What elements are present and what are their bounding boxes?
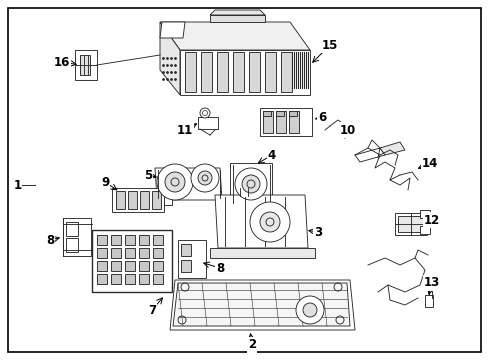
Bar: [125, 261, 135, 271]
Bar: [140, 191, 149, 209]
Circle shape: [157, 164, 193, 200]
Bar: [424, 295, 432, 307]
Bar: [75, 50, 97, 80]
Polygon shape: [173, 283, 349, 326]
Text: 3: 3: [313, 225, 322, 239]
Circle shape: [164, 172, 184, 192]
Text: 1: 1: [14, 179, 22, 192]
Bar: [116, 191, 125, 209]
Bar: [181, 260, 191, 272]
Circle shape: [260, 212, 280, 232]
Bar: [419, 226, 429, 234]
Text: 15: 15: [321, 39, 338, 51]
Text: 16: 16: [54, 55, 70, 68]
Bar: [178, 240, 205, 278]
Text: 8: 8: [215, 261, 224, 274]
Bar: [153, 261, 163, 271]
Circle shape: [303, 303, 316, 317]
Bar: [66, 238, 78, 252]
Bar: [153, 274, 163, 284]
Bar: [181, 244, 191, 256]
Text: 13: 13: [423, 276, 439, 289]
Bar: [92, 230, 172, 292]
Bar: [66, 222, 78, 236]
Bar: [260, 108, 311, 136]
Bar: [419, 210, 429, 218]
Bar: [97, 274, 107, 284]
Polygon shape: [170, 280, 354, 330]
Bar: [163, 193, 172, 205]
Polygon shape: [160, 22, 180, 95]
Polygon shape: [201, 52, 212, 92]
Bar: [152, 191, 161, 209]
Circle shape: [249, 202, 289, 242]
Polygon shape: [160, 22, 309, 50]
Bar: [112, 188, 163, 212]
Polygon shape: [217, 52, 227, 92]
Text: 14: 14: [421, 157, 437, 170]
Bar: [80, 55, 90, 75]
Polygon shape: [209, 248, 314, 258]
Polygon shape: [281, 52, 291, 92]
Text: 8: 8: [46, 234, 54, 247]
Polygon shape: [215, 195, 307, 248]
Bar: [153, 235, 163, 245]
Text: 2: 2: [247, 338, 256, 351]
Circle shape: [242, 175, 260, 193]
Bar: [394, 213, 426, 235]
Bar: [97, 235, 107, 245]
Bar: [139, 274, 149, 284]
Polygon shape: [264, 52, 275, 92]
Bar: [97, 261, 107, 271]
Polygon shape: [209, 10, 264, 15]
Text: 5: 5: [143, 168, 152, 181]
Bar: [139, 248, 149, 258]
Circle shape: [200, 108, 209, 118]
Polygon shape: [180, 50, 309, 95]
Text: 11: 11: [177, 123, 193, 136]
Polygon shape: [184, 52, 196, 92]
Bar: [125, 248, 135, 258]
Bar: [198, 117, 218, 129]
Bar: [92, 230, 172, 292]
Circle shape: [191, 164, 219, 192]
Bar: [139, 235, 149, 245]
Bar: [111, 261, 121, 271]
Text: 7: 7: [148, 303, 156, 316]
Polygon shape: [354, 148, 384, 162]
Bar: [288, 111, 296, 116]
Bar: [111, 274, 121, 284]
Bar: [153, 248, 163, 258]
Polygon shape: [232, 52, 244, 92]
Text: 4: 4: [267, 149, 276, 162]
Bar: [128, 191, 137, 209]
Bar: [275, 111, 285, 133]
Bar: [125, 235, 135, 245]
Bar: [263, 111, 270, 116]
Text: 10: 10: [339, 123, 355, 136]
Polygon shape: [248, 52, 260, 92]
Bar: [275, 111, 284, 116]
Polygon shape: [160, 22, 184, 38]
Polygon shape: [155, 168, 222, 200]
Polygon shape: [209, 15, 264, 22]
Circle shape: [295, 296, 324, 324]
Bar: [63, 218, 91, 256]
Bar: [397, 216, 423, 232]
Text: 9: 9: [101, 176, 109, 189]
Circle shape: [202, 111, 207, 116]
Bar: [97, 248, 107, 258]
Text: 6: 6: [317, 111, 325, 123]
Text: 12: 12: [423, 213, 439, 226]
Circle shape: [198, 171, 212, 185]
Circle shape: [235, 168, 266, 200]
Polygon shape: [379, 142, 404, 155]
Bar: [263, 111, 272, 133]
Bar: [111, 235, 121, 245]
Bar: [139, 261, 149, 271]
Bar: [229, 163, 271, 205]
Bar: [125, 274, 135, 284]
Bar: [288, 111, 298, 133]
Bar: [111, 248, 121, 258]
